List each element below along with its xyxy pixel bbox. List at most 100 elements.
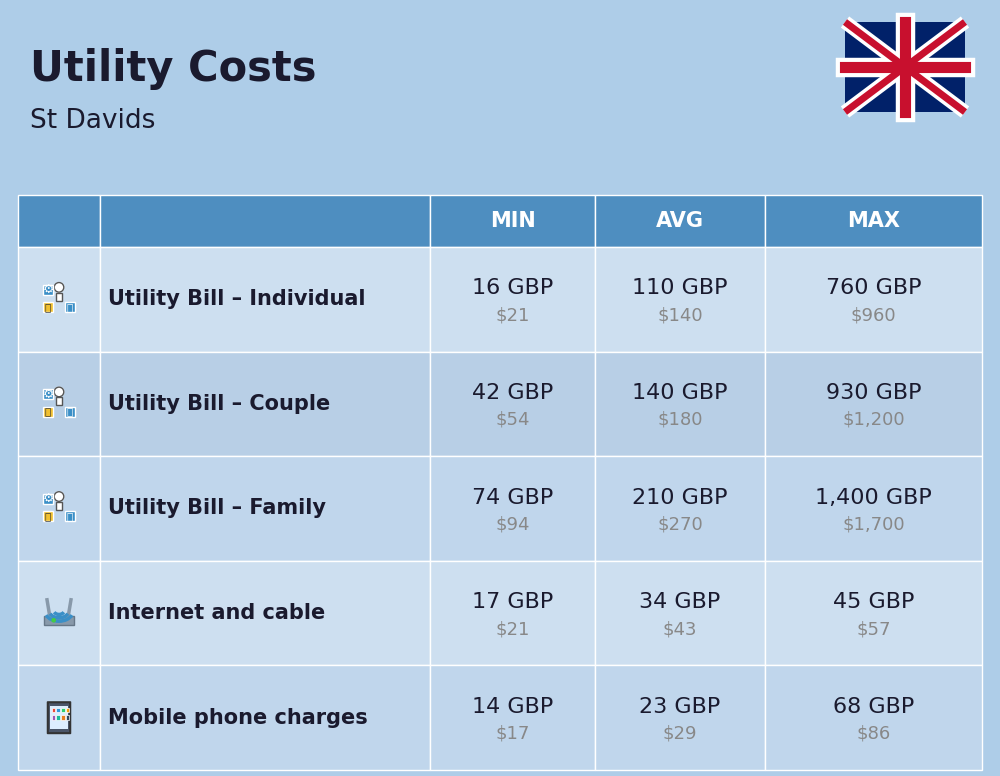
Text: Mobile phone charges: Mobile phone charges [108,708,368,728]
Text: ⚙: ⚙ [42,388,54,401]
Text: $140: $140 [657,307,703,324]
Text: $1,700: $1,700 [842,515,905,534]
Bar [18,195,100,247]
Bar [765,665,982,770]
Text: 23 GBP: 23 GBP [639,697,721,717]
Circle shape [54,282,64,292]
Text: $1,200: $1,200 [842,411,905,429]
Text: 760 GBP: 760 GBP [826,279,921,298]
Bar [765,561,982,665]
Bar [595,352,765,456]
Bar [65,407,75,417]
Bar [56,708,60,712]
FancyBboxPatch shape [48,702,70,733]
Bar [765,247,982,352]
Text: 🔌: 🔌 [45,511,51,521]
Bar [430,561,595,665]
Bar [66,715,69,720]
Bar [595,195,765,247]
Text: 34 GBP: 34 GBP [639,592,721,612]
Bar [100,561,430,665]
Text: $54: $54 [495,411,530,429]
Bar [765,352,982,456]
Bar [765,456,982,561]
Bar [430,665,595,770]
Bar [18,247,100,352]
Bar [18,352,100,456]
Bar [61,708,65,712]
Bar [66,708,69,712]
Text: $180: $180 [657,411,703,429]
Text: 930 GBP: 930 GBP [826,383,921,403]
Text: $86: $86 [856,725,891,743]
Text: $29: $29 [663,725,697,743]
Bar [595,665,765,770]
Text: 🔌: 🔌 [45,407,51,417]
Text: 1,400 GBP: 1,400 GBP [815,487,932,508]
Bar [43,302,53,312]
Text: 210 GBP: 210 GBP [632,487,728,508]
Text: 🔌: 🔌 [45,302,51,312]
Text: 🚿: 🚿 [67,511,73,521]
Bar [43,285,53,295]
Text: 16 GBP: 16 GBP [472,279,553,298]
Text: Utility Costs: Utility Costs [30,48,316,90]
Text: 🚿: 🚿 [67,302,73,312]
Circle shape [54,387,64,397]
Text: $270: $270 [657,515,703,534]
Text: 140 GBP: 140 GBP [632,383,728,403]
Bar [595,561,765,665]
Bar [595,456,765,561]
Bar [61,715,65,720]
Bar [65,511,75,521]
Bar [43,494,53,504]
Text: Utility Bill – Couple: Utility Bill – Couple [108,394,330,414]
Bar [430,247,595,352]
Bar [100,665,430,770]
Text: 🚿: 🚿 [67,407,73,417]
Bar [65,302,75,312]
Bar [18,561,100,665]
Text: $21: $21 [495,307,530,324]
Bar [845,22,965,112]
Bar [56,293,62,300]
Bar [56,715,60,720]
Text: $94: $94 [495,515,530,534]
Text: $21: $21 [495,620,530,638]
Text: 14 GBP: 14 GBP [472,697,553,717]
Text: AVG: AVG [656,211,704,231]
Text: Utility Bill – Individual: Utility Bill – Individual [108,289,366,310]
Text: 42 GBP: 42 GBP [472,383,553,403]
Text: ⚙: ⚙ [42,493,54,505]
Bar [44,616,74,625]
Text: $43: $43 [663,620,697,638]
Bar [430,195,595,247]
Text: $57: $57 [856,620,891,638]
Circle shape [52,618,55,622]
Text: MAX: MAX [847,211,900,231]
Bar [52,708,55,712]
Bar [100,195,430,247]
Text: ⚙: ⚙ [42,283,54,296]
Bar [43,390,53,400]
Bar [43,511,53,521]
Bar [50,706,68,729]
Text: 74 GBP: 74 GBP [472,487,553,508]
Text: St Davids: St Davids [30,108,155,134]
Text: MIN: MIN [490,211,535,231]
Bar [100,352,430,456]
Text: 17 GBP: 17 GBP [472,592,553,612]
Text: $960: $960 [851,307,896,324]
Bar [52,715,55,720]
Text: 45 GBP: 45 GBP [833,592,914,612]
Bar [18,665,100,770]
Bar [100,456,430,561]
Circle shape [54,492,64,501]
Bar [56,397,62,405]
Bar [430,352,595,456]
Text: Utility Bill – Family: Utility Bill – Family [108,498,326,518]
Text: 110 GBP: 110 GBP [632,279,728,298]
Bar [43,407,53,417]
Text: $17: $17 [495,725,530,743]
Bar [56,502,62,510]
